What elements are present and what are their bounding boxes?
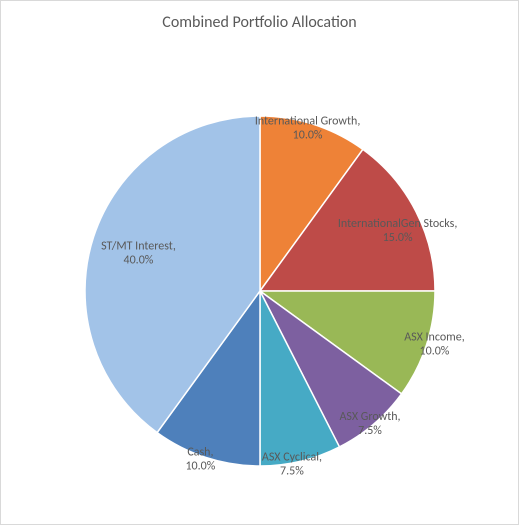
slice-value: 40.0%	[124, 253, 154, 267]
slice-label: ASX Income,	[404, 331, 465, 345]
slice-value: 15.0%	[383, 231, 413, 245]
pie-chart: International Growth,10.0%InternationalG…	[1, 51, 519, 521]
slice-label: International Growth,	[255, 115, 361, 129]
chart-title: Combined Portfolio Allocation	[1, 13, 518, 32]
slice-label: ST/MT Interest,	[101, 239, 176, 253]
slice-label: ASX Cyclical,	[262, 451, 322, 465]
slice-value: 7.5%	[280, 465, 304, 479]
slice-value: 10.0%	[185, 459, 215, 473]
slice-value: 10.0%	[293, 129, 323, 143]
slice-value: 10.0%	[420, 345, 450, 359]
slice-label: Cash,	[187, 445, 213, 459]
slice-value: 7.5%	[358, 424, 382, 438]
slice-label: InternationalGen Stocks,	[338, 217, 457, 231]
chart-container: Combined Portfolio Allocation Internatio…	[0, 0, 519, 525]
slice-label: ASX Growth,	[339, 410, 400, 424]
